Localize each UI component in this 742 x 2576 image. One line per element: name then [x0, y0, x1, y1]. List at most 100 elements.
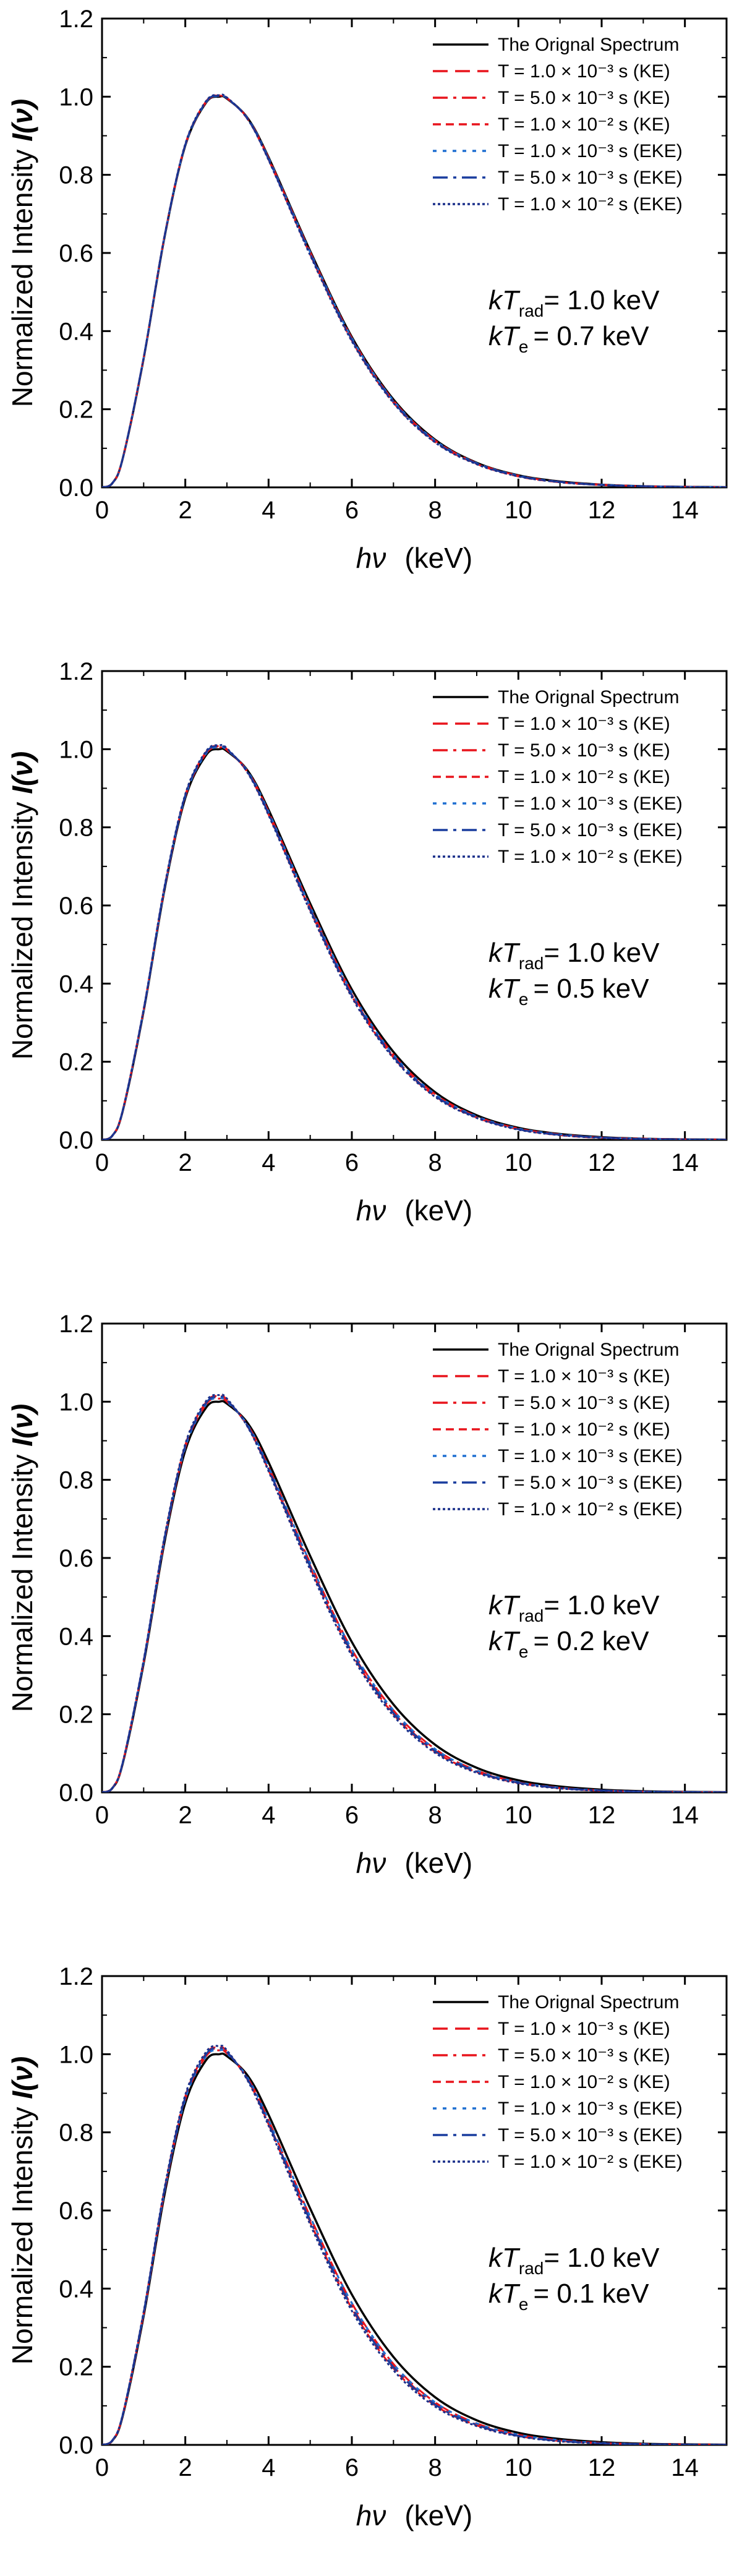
x-tick-label: 8	[429, 1802, 442, 1829]
y-tick-label: 1.2	[59, 658, 93, 685]
x-tick-label: 2	[179, 1802, 192, 1829]
series-line-4	[102, 746, 727, 1140]
legend-label: The Orignal Spectrum	[498, 687, 679, 708]
x-tick-label: 4	[262, 1149, 275, 1176]
x-tick-label: 6	[345, 1149, 359, 1176]
chart-svg: 0 2 4 6 8 10 12 14 0.0 0.2 0.4 0.6 0.8 1.0 1.2 hν (keV) N…	[6, 1311, 728, 1879]
legend-label: The Orignal Spectrum	[498, 35, 679, 55]
y-tick-label: 0.4	[59, 970, 93, 998]
x-axis-label: hν (keV)	[356, 1194, 473, 1226]
param-kt-rad: kTrad= 1.0 keV	[488, 285, 660, 320]
legend-label: T = 1.0 × 10⁻² s (KE)	[498, 2072, 670, 2092]
y-tick-label: 0.4	[59, 1623, 93, 1650]
param-kt-rad: kTrad= 1.0 keV	[488, 1590, 660, 1625]
x-tick-label: 6	[345, 497, 359, 524]
legend-label: T = 1.0 × 10⁻³ s (KE)	[498, 61, 670, 82]
legend-label: T = 5.0 × 10⁻³ s (EKE)	[498, 820, 683, 841]
legend-label: T = 1.0 × 10⁻³ s (EKE)	[498, 1446, 683, 1466]
y-tick-label: 1.2	[59, 1311, 93, 1338]
param-kt-rad: kTrad= 1.0 keV	[488, 2243, 660, 2278]
x-tick-label: 10	[505, 497, 532, 524]
y-tick-label: 0.8	[59, 162, 93, 189]
x-tick-label: 6	[345, 2454, 359, 2481]
series-line-6	[102, 743, 727, 1140]
y-tick-label: 0.6	[59, 892, 93, 920]
x-tick-label: 12	[588, 497, 616, 524]
y-tick-label: 0.0	[59, 1127, 93, 1154]
y-tick-label: 0.6	[59, 2197, 93, 2225]
param-kt-e: kTe = 0.5 keV	[488, 973, 649, 1009]
series-line-6	[102, 93, 727, 487]
y-tick-label: 1.0	[59, 2041, 93, 2068]
series-line-5	[102, 1395, 727, 1792]
x-tick-label: 12	[588, 1802, 616, 1829]
x-tick-label: 0	[95, 2454, 109, 2481]
x-tick-label: 12	[588, 2454, 616, 2481]
param-kt-e: kTe = 0.7 keV	[488, 321, 649, 356]
x-tick-label: 14	[671, 2454, 699, 2481]
legend-label: T = 1.0 × 10⁻³ s (KE)	[498, 2019, 670, 2039]
legend-label: T = 5.0 × 10⁻³ s (KE)	[498, 88, 670, 108]
legend-label: T = 5.0 × 10⁻³ s (EKE)	[498, 1473, 683, 1493]
x-tick-label: 10	[505, 2454, 532, 2481]
x-tick-label: 10	[505, 1802, 532, 1829]
chart-svg: 0 2 4 6 8 10 12 14 0.0 0.2 0.4 0.6 0.8 1.0 1.2 hν (keV) N…	[6, 658, 728, 1226]
x-tick-label: 8	[429, 2454, 442, 2481]
legend-label: T = 1.0 × 10⁻³ s (EKE)	[498, 794, 683, 814]
chart-panel-2: 0 2 4 6 8 10 12 14 0.0 0.2 0.4 0.6 0.8 1.0 1.2 hν (keV) N…	[0, 653, 742, 1271]
legend-label: T = 1.0 × 10⁻² s (EKE)	[498, 1499, 683, 1520]
series-line-4	[102, 1397, 727, 1792]
x-axis-label: hν (keV)	[356, 2499, 473, 2531]
param-kt-e: kTe = 0.1 keV	[488, 2279, 649, 2314]
x-tick-label: 4	[262, 2454, 275, 2481]
legend-label: T = 1.0 × 10⁻² s (KE)	[498, 767, 670, 787]
chart-panel-3: 0 2 4 6 8 10 12 14 0.0 0.2 0.4 0.6 0.8 1.0 1.2 hν (keV) N…	[0, 1305, 742, 1923]
series-line-6	[102, 1393, 727, 1792]
legend-label: T = 1.0 × 10⁻² s (EKE)	[498, 847, 683, 867]
legend-label: T = 1.0 × 10⁻² s (EKE)	[498, 2152, 683, 2172]
y-tick-label: 0.6	[59, 240, 93, 267]
series-line-5	[102, 2047, 727, 2445]
chart-svg: 0 2 4 6 8 10 12 14 0.0 0.2 0.4 0.6 0.8 1.0 1.2 hν (keV) N…	[6, 1963, 728, 2531]
x-tick-label: 14	[671, 1149, 699, 1176]
legend-label: T = 5.0 × 10⁻³ s (EKE)	[498, 168, 683, 188]
legend-label: T = 1.0 × 10⁻² s (KE)	[498, 114, 670, 135]
y-tick-label: 0.0	[59, 474, 93, 502]
chart-panel-4: 0 2 4 6 8 10 12 14 0.0 0.2 0.4 0.6 0.8 1.0 1.2 hν (keV) N…	[0, 1958, 742, 2576]
series-line-3	[102, 745, 727, 1140]
x-tick-label: 10	[505, 1149, 532, 1176]
legend-label: T = 1.0 × 10⁻³ s (KE)	[498, 714, 670, 734]
x-tick-label: 14	[671, 1802, 699, 1829]
legend-label: T = 1.0 × 10⁻² s (EKE)	[498, 194, 683, 215]
y-tick-label: 0.6	[59, 1545, 93, 1572]
x-tick-label: 2	[179, 497, 192, 524]
x-tick-label: 0	[95, 497, 109, 524]
legend-label: T = 1.0 × 10⁻² s (KE)	[498, 1419, 670, 1440]
y-tick-label: 0.4	[59, 318, 93, 345]
legend-label: T = 1.0 × 10⁻³ s (EKE)	[498, 2099, 683, 2119]
y-tick-label: 0.8	[59, 2120, 93, 2147]
y-axis-label: Normalized Intensity I(ν)	[6, 751, 38, 1060]
x-tick-label: 2	[179, 1149, 192, 1176]
param-kt-e: kTe = 0.2 keV	[488, 1626, 649, 1661]
legend-label: T = 1.0 × 10⁻³ s (KE)	[498, 1366, 670, 1387]
y-tick-label: 0.0	[59, 2432, 93, 2459]
x-tick-label: 0	[95, 1802, 109, 1829]
x-tick-label: 6	[345, 1802, 359, 1829]
x-tick-label: 8	[429, 497, 442, 524]
x-axis-label: hν (keV)	[356, 542, 473, 574]
x-axis-label: hν (keV)	[356, 1847, 473, 1879]
x-tick-label: 4	[262, 497, 275, 524]
x-tick-label: 14	[671, 497, 699, 524]
y-tick-label: 0.8	[59, 1467, 93, 1494]
x-tick-label: 2	[179, 2454, 192, 2481]
y-tick-label: 1.0	[59, 736, 93, 763]
y-tick-label: 0.0	[59, 1779, 93, 1807]
legend-label: T = 1.0 × 10⁻³ s (EKE)	[498, 141, 683, 161]
chart-svg: 0 2 4 6 8 10 12 14 0.0 0.2 0.4 0.6 0.8 1.0 1.2 hν (keV) N…	[6, 6, 728, 574]
y-tick-label: 0.2	[59, 2354, 93, 2381]
y-tick-label: 0.2	[59, 1701, 93, 1729]
param-kt-rad: kTrad= 1.0 keV	[488, 938, 660, 973]
y-axis-label: Normalized Intensity I(ν)	[6, 2056, 38, 2365]
